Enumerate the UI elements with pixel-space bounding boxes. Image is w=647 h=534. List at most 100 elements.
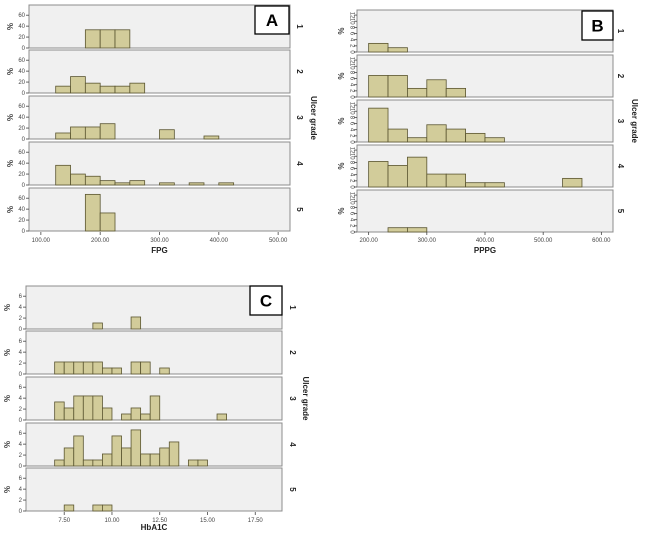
y-tick-label: 60 (18, 104, 25, 110)
x-tick-label: 17.50 (248, 518, 264, 524)
histogram-bar (187, 459, 199, 467)
x-tick-label: 600.00 (592, 238, 611, 244)
x-tick-label: 200.00 (359, 238, 378, 244)
histogram-bar (84, 126, 101, 140)
histogram-bar (73, 361, 84, 375)
y-axis-title: % (2, 441, 11, 448)
facet-strip-label: 3 (288, 396, 297, 401)
facet-background (28, 187, 291, 232)
y-tick-label: 4 (19, 487, 23, 493)
y-axis-title: % (5, 68, 14, 75)
y-tick-label: 4 (19, 442, 23, 448)
histogram-bar (445, 128, 467, 143)
histogram-bar (445, 173, 467, 188)
histogram-bar (84, 193, 101, 232)
y-axis-title: % (336, 117, 345, 124)
y-tick-label: 40 (18, 161, 25, 167)
facet-strip-label: 1 (288, 305, 297, 310)
histogram-bar (73, 395, 84, 421)
histogram-bar (102, 407, 113, 421)
y-tick-label: 10 (348, 198, 354, 205)
y-tick-label: 40 (18, 207, 25, 213)
y-tick-label: 6 (348, 212, 354, 216)
y-tick-label: 10 (348, 63, 354, 70)
y-axis-title: % (336, 27, 345, 34)
y-tick-label: 6 (19, 339, 23, 345)
facet-strip-label: 1 (616, 29, 625, 34)
y-tick-label: 12 (348, 147, 354, 154)
histogram-bar (407, 137, 428, 143)
histogram-bar (84, 29, 101, 49)
histogram-bar (407, 87, 428, 98)
histogram-bar (82, 395, 94, 421)
y-tick-label: 40 (18, 115, 25, 121)
y-tick-label: 6 (348, 167, 354, 171)
y-tick-label: 60 (18, 150, 25, 156)
y-tick-label: 2 (19, 453, 23, 459)
y-axis-title: % (2, 486, 11, 493)
histogram-bar (407, 156, 428, 188)
histogram-bar (130, 316, 142, 330)
histogram-bar (387, 227, 408, 233)
histogram-bar (73, 435, 84, 467)
histogram-bar (121, 413, 132, 421)
x-tick-label: 15.00 (200, 518, 216, 524)
panel-label: A (266, 11, 278, 30)
y-tick-label: 20 (18, 80, 25, 86)
histogram-bar (149, 453, 161, 467)
histogram-bar (55, 164, 71, 186)
histogram-bar (54, 401, 65, 421)
y-tick-label: 8 (348, 26, 354, 30)
y-tick-label: 2 (19, 407, 23, 413)
y-tick-label: 0 (19, 372, 23, 378)
x-axis-title: HbA1C (141, 523, 168, 532)
histogram-bar (465, 182, 486, 188)
facet-strip-label: 2 (288, 350, 297, 355)
y-tick-label: 10 (348, 18, 354, 25)
y-tick-label: 40 (18, 69, 25, 75)
y-tick-label: 6 (19, 385, 23, 391)
histogram-bar (70, 173, 86, 186)
y-tick-label: 4 (348, 128, 354, 132)
y-tick-label: 0 (348, 95, 354, 99)
y-tick-label: 20 (18, 172, 25, 178)
y-tick-label: 0 (22, 137, 26, 143)
facet-strip-label: 4 (616, 164, 625, 169)
facet-background (25, 467, 283, 512)
histogram-bar (54, 459, 65, 467)
y-tick-label: 12 (348, 12, 354, 19)
facet-grade-3: 0 2 4 6% 3 (2, 376, 297, 424)
histogram-bar (99, 180, 116, 186)
y-tick-label: 10 (348, 108, 354, 115)
histogram-bar (111, 435, 122, 467)
histogram-bar (218, 182, 235, 186)
y-tick-label: 0 (22, 91, 26, 97)
histogram-bar (82, 459, 94, 467)
histogram-bar (102, 453, 113, 467)
facet-strip-label: 4 (295, 161, 304, 166)
facet-background (356, 189, 614, 233)
y-tick-label: 12 (348, 57, 354, 64)
facet-grade-3: 0 20 40 60% 3 (5, 95, 304, 143)
histogram-bar (63, 407, 75, 421)
x-tick-label: 200.00 (91, 238, 110, 244)
histogram-bar (368, 107, 389, 143)
histogram-bar (387, 75, 408, 98)
histogram-bar (63, 361, 75, 375)
histogram-bar (130, 429, 142, 467)
histogram-bar (92, 361, 103, 375)
y-tick-label: 0 (19, 509, 23, 515)
histogram-bar (445, 87, 467, 98)
histogram-bar (70, 76, 86, 94)
y-tick-label: 60 (18, 13, 25, 19)
histogram-bar (121, 447, 132, 467)
y-tick-label: 2 (348, 224, 354, 228)
histogram-bar (130, 361, 142, 375)
histogram-bar (54, 361, 65, 375)
facet-strip-label: 5 (616, 209, 625, 214)
histogram-bar (387, 165, 408, 188)
y-tick-label: 8 (348, 161, 354, 165)
histogram-bar (55, 132, 71, 140)
